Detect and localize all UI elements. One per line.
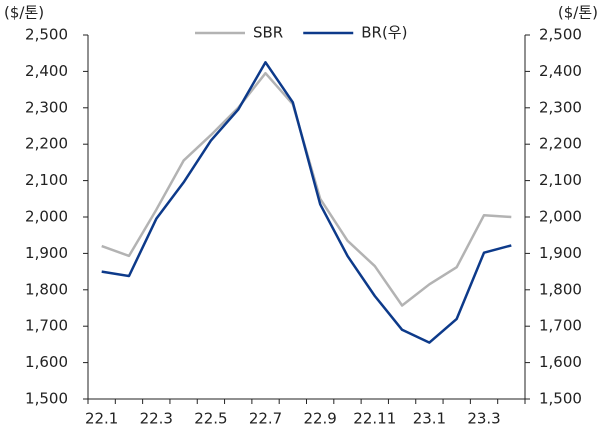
y-tick-label: 1,700	[25, 317, 68, 335]
y-tick-label: 2,000	[25, 208, 68, 226]
x-tick-label: 22.7	[249, 410, 282, 428]
y-tick-label: 2,100	[25, 171, 68, 189]
y-tick-label: 2,300	[25, 98, 68, 116]
y2-tick-label: 1,700	[539, 317, 582, 335]
y2-tick-label: 1,600	[539, 353, 582, 371]
x-tick-label: 22.1	[85, 410, 118, 428]
y-tick-label: 2,200	[25, 135, 68, 153]
y2-tick-label: 2,200	[539, 135, 582, 153]
y-tick-label: 1,800	[25, 280, 68, 298]
y-tick-label: 1,600	[25, 353, 68, 371]
y2-tick-label: 1,800	[539, 280, 582, 298]
x-tick-label: 22.3	[140, 410, 173, 428]
x-tick-label: 23.3	[467, 410, 500, 428]
y-tick-label: 1,500	[25, 390, 68, 408]
series-line	[101, 71, 512, 307]
y-tick-label: 2,400	[25, 62, 68, 80]
y2-tick-label: 2,300	[539, 98, 582, 116]
y2-tick-label: 2,000	[539, 208, 582, 226]
x-tick-label: 22.5	[194, 410, 227, 428]
y-axis-label: ($/톤)	[4, 4, 44, 22]
y2-tick-label: 2,500	[539, 26, 582, 44]
x-tick-label: 22.11	[353, 410, 396, 428]
y-tick-label: 2,500	[25, 26, 68, 44]
x-tick-label: 23.1	[413, 410, 446, 428]
y2-tick-label: 1,500	[539, 390, 582, 408]
y2-tick-label: 1,900	[539, 244, 582, 262]
y-tick-label: 1,900	[25, 244, 68, 262]
legend-label: SBR	[253, 24, 283, 42]
series-line	[101, 61, 512, 344]
y2-tick-label: 2,400	[539, 62, 582, 80]
x-tick-label: 22.9	[303, 410, 336, 428]
y2-tick-label: 2,100	[539, 171, 582, 189]
legend-label: BR(우)	[361, 24, 407, 42]
y2-axis-label: ($/톤)	[558, 4, 598, 22]
